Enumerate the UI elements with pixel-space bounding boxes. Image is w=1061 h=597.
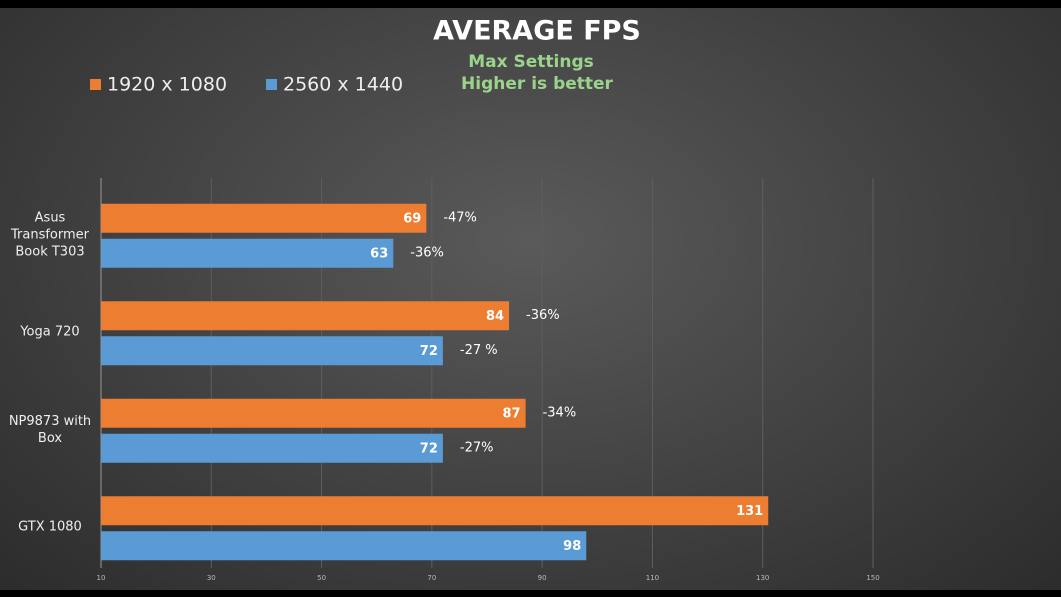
note: Higher is better — [461, 74, 614, 94]
bar — [101, 336, 443, 366]
subtitle: Max Settings — [468, 52, 594, 72]
x-tick-label: 110 — [646, 574, 659, 582]
x-tick-label: 10 — [97, 574, 106, 582]
value-label: 131 — [736, 504, 763, 519]
bar — [101, 496, 769, 526]
value-label: 72 — [420, 441, 438, 456]
value-label: 84 — [486, 309, 504, 324]
y-tick-label: Asus Transformer Book T303 — [10, 210, 89, 260]
page — [0, 8, 1061, 590]
bar — [101, 531, 587, 561]
legend-swatch — [90, 79, 101, 90]
value-label: 98 — [563, 539, 581, 554]
legend-label: 1920 x 1080 — [107, 74, 227, 96]
legend-swatch — [266, 79, 277, 90]
bar — [101, 433, 443, 463]
annotation: -47% — [443, 210, 477, 225]
annotation: -27 % — [460, 343, 498, 358]
y-tick-label: Yoga 720 — [20, 324, 80, 340]
annotation: -36% — [410, 245, 444, 260]
annotation: -27% — [460, 440, 494, 455]
annotation: -36% — [526, 308, 560, 323]
y-tick-label: GTX 1080 — [18, 519, 82, 535]
bar — [101, 238, 394, 268]
x-tick-label: 70 — [427, 574, 436, 582]
annotation: -34% — [543, 405, 577, 420]
x-tick-label: 90 — [538, 574, 547, 582]
x-tick-label: 150 — [866, 574, 879, 582]
legend-label: 2560 x 1440 — [283, 74, 403, 96]
bar — [101, 203, 427, 233]
x-tick-label: 50 — [317, 574, 326, 582]
x-tick-label: 130 — [756, 574, 769, 582]
bar — [101, 301, 510, 331]
value-label: 69 — [403, 211, 421, 226]
chart-title: AVERAGE FPS — [433, 16, 641, 47]
y-tick-label: NP9873 with Box — [8, 413, 92, 446]
value-label: 63 — [370, 246, 388, 261]
value-label: 87 — [503, 406, 521, 421]
value-label: 72 — [420, 344, 438, 359]
x-tick-label: 30 — [207, 574, 216, 582]
bar — [101, 398, 526, 428]
